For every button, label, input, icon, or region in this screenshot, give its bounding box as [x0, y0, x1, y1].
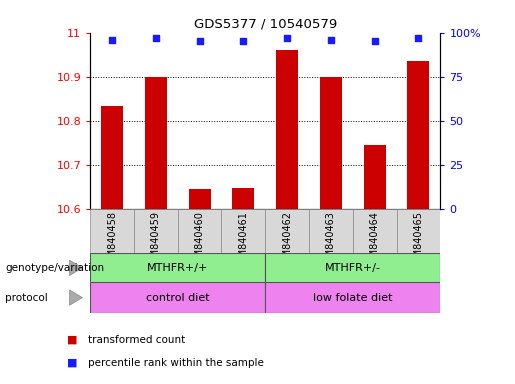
- FancyBboxPatch shape: [353, 209, 397, 253]
- Text: transformed count: transformed count: [88, 335, 185, 345]
- Text: GSM840463: GSM840463: [326, 212, 336, 270]
- FancyBboxPatch shape: [90, 282, 265, 313]
- Text: GSM840459: GSM840459: [151, 212, 161, 270]
- Bar: [364, 145, 386, 209]
- Text: genotype/variation: genotype/variation: [5, 263, 104, 273]
- Text: ■: ■: [67, 335, 77, 345]
- FancyBboxPatch shape: [90, 253, 265, 282]
- Text: GSM840464: GSM840464: [370, 212, 380, 270]
- Bar: [407, 61, 430, 209]
- FancyBboxPatch shape: [178, 209, 221, 253]
- Text: GSM840458: GSM840458: [107, 212, 117, 270]
- FancyBboxPatch shape: [265, 282, 440, 313]
- Text: GSM840460: GSM840460: [195, 212, 204, 270]
- Point: [327, 36, 335, 43]
- Text: GSM840465: GSM840465: [414, 212, 423, 270]
- Text: GSM840462: GSM840462: [282, 212, 292, 270]
- Text: ■: ■: [67, 358, 77, 368]
- Bar: [101, 106, 123, 209]
- Text: control diet: control diet: [146, 293, 210, 303]
- Text: MTHFR+/-: MTHFR+/-: [325, 263, 381, 273]
- Point: [108, 36, 116, 43]
- Point: [151, 35, 160, 41]
- Title: GDS5377 / 10540579: GDS5377 / 10540579: [194, 17, 337, 30]
- Text: MTHFR+/+: MTHFR+/+: [147, 263, 209, 273]
- Point: [196, 38, 204, 45]
- Point: [283, 35, 291, 41]
- FancyBboxPatch shape: [265, 253, 440, 282]
- FancyBboxPatch shape: [397, 209, 440, 253]
- Text: low folate diet: low folate diet: [313, 293, 392, 303]
- FancyBboxPatch shape: [221, 209, 265, 253]
- Text: percentile rank within the sample: percentile rank within the sample: [88, 358, 264, 368]
- FancyBboxPatch shape: [90, 209, 134, 253]
- Bar: [232, 188, 254, 209]
- FancyBboxPatch shape: [134, 209, 178, 253]
- FancyBboxPatch shape: [309, 209, 353, 253]
- Point: [370, 38, 379, 45]
- Point: [414, 35, 422, 41]
- Point: [239, 38, 247, 45]
- Bar: [320, 77, 342, 209]
- FancyBboxPatch shape: [265, 209, 309, 253]
- Bar: [276, 50, 298, 209]
- Text: GSM840461: GSM840461: [238, 212, 248, 270]
- Bar: [145, 77, 167, 209]
- Bar: [188, 189, 211, 209]
- Text: protocol: protocol: [5, 293, 48, 303]
